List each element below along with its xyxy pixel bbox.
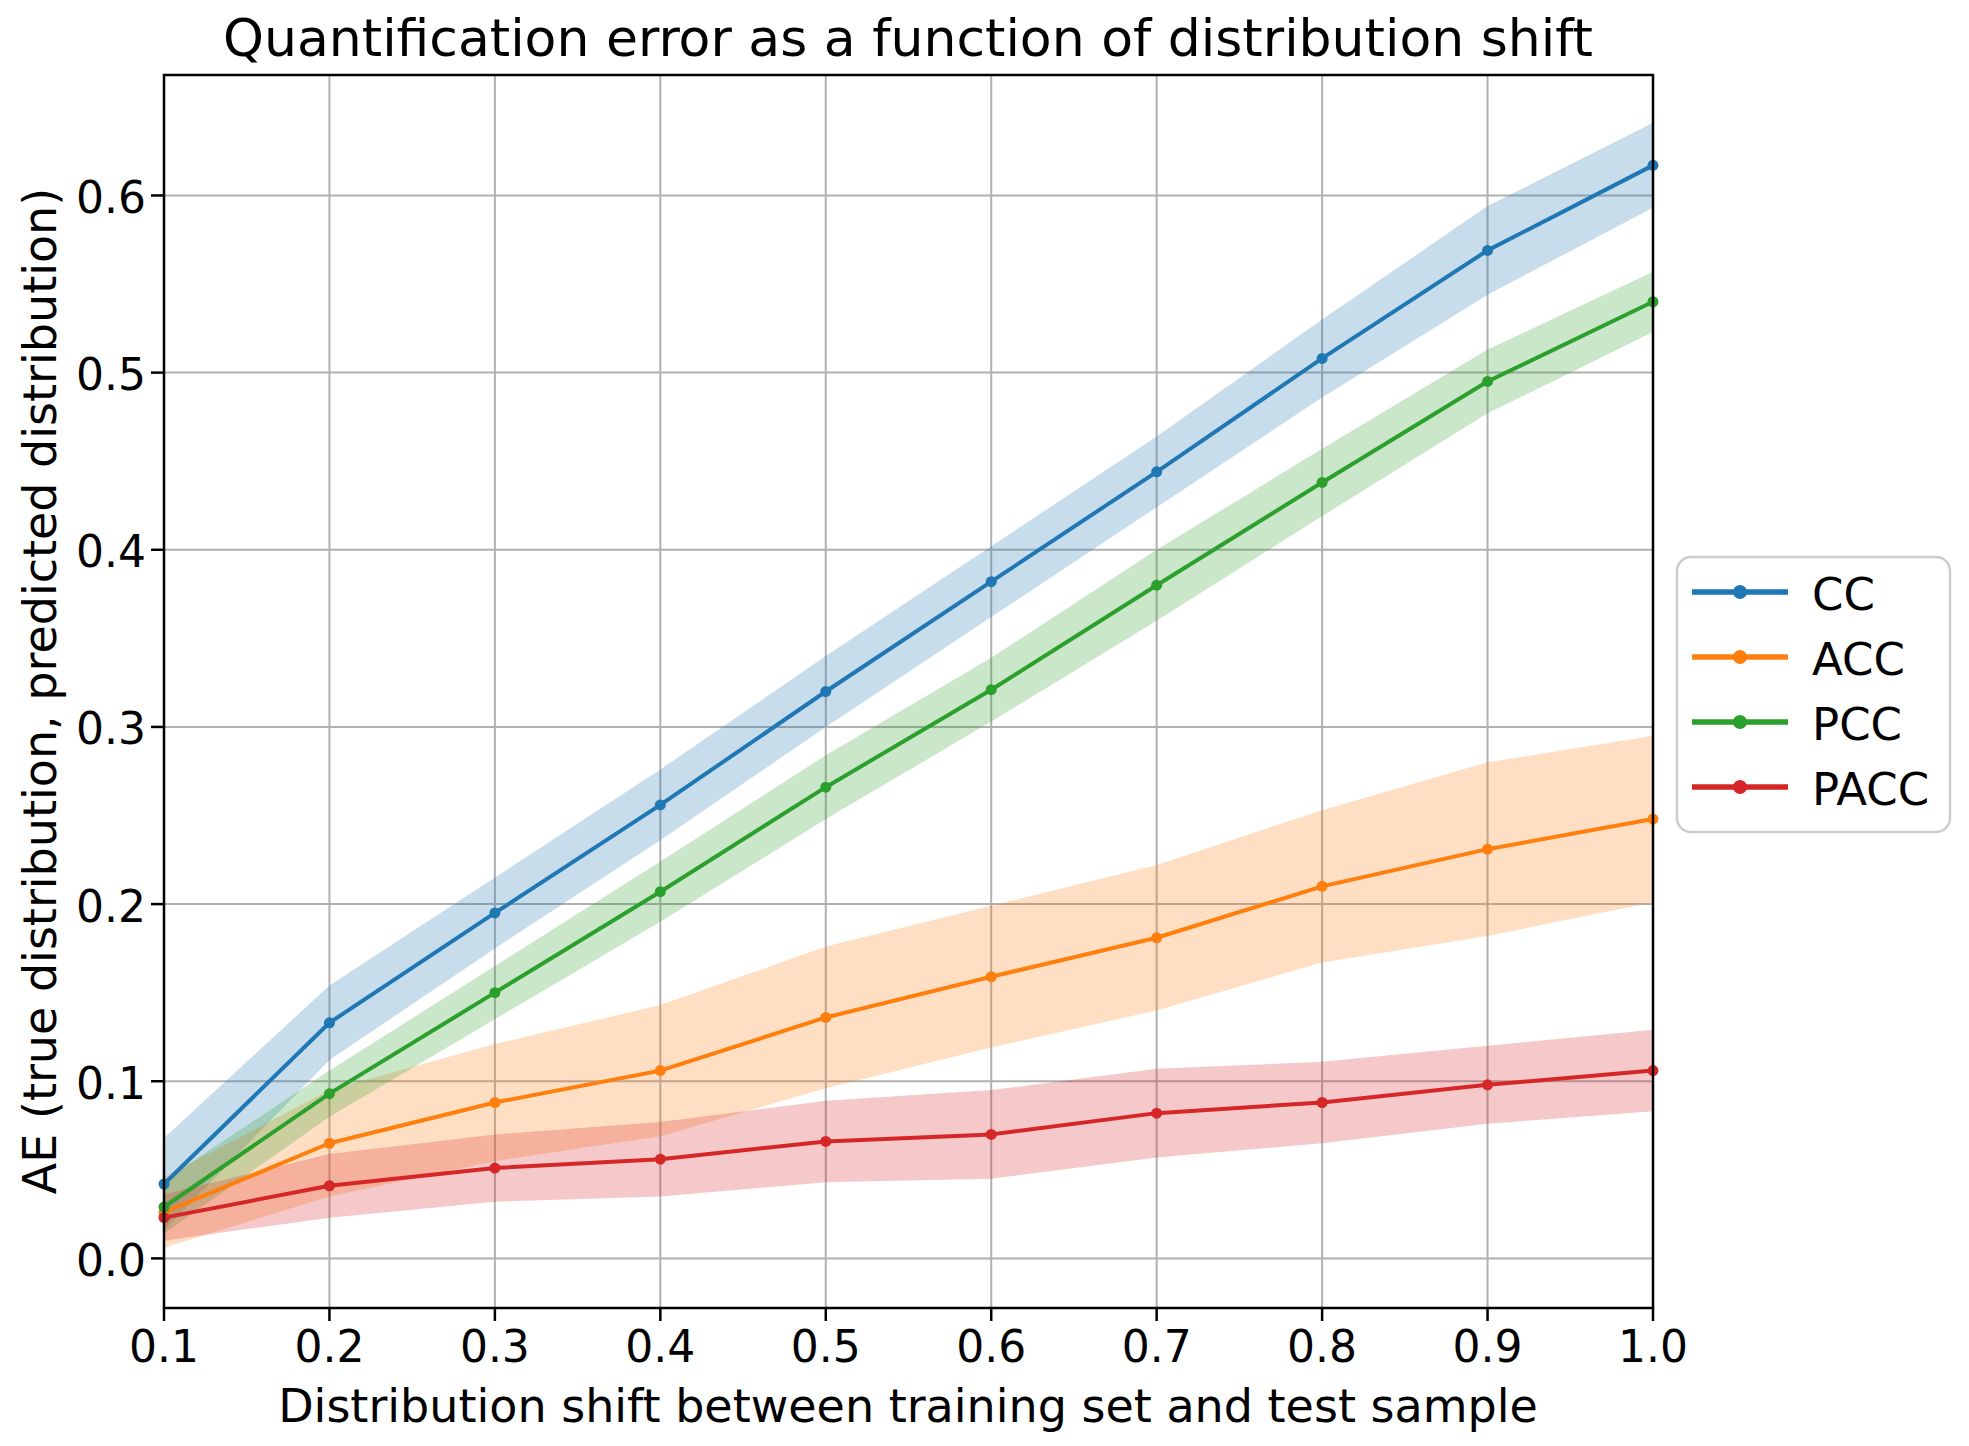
legend-label-CC: CC: [1812, 568, 1875, 621]
data-point-PCC-0.6: [986, 684, 997, 695]
data-point-CC-0.7: [1151, 466, 1162, 477]
legend-label-ACC: ACC: [1812, 633, 1905, 686]
data-point-CC-0.3: [489, 907, 500, 918]
data-point-CC-0.6: [986, 576, 997, 587]
x-axis-label: Distribution shift between training set …: [278, 1379, 1538, 1433]
data-point-CC-0.2: [324, 1017, 335, 1028]
data-point-PACC-0.3: [489, 1163, 500, 1174]
x-tick-label-0.6: 0.6: [956, 1321, 1026, 1372]
y-tick-label-0.1: 0.1: [76, 1058, 146, 1109]
y-tick-label-0.2: 0.2: [76, 881, 146, 932]
x-tick-label-0.4: 0.4: [625, 1321, 695, 1372]
data-point-PCC-0.5: [820, 782, 831, 793]
data-point-CC-0.9: [1482, 245, 1493, 256]
legend-marker-PCC: [1733, 715, 1747, 729]
data-point-PACC-0.4: [655, 1154, 666, 1165]
x-tick-label-0.3: 0.3: [460, 1321, 530, 1372]
data-point-PCC-0.9: [1482, 376, 1493, 387]
data-point-ACC-0.6: [986, 971, 997, 982]
data-point-PACC-0.6: [986, 1129, 997, 1140]
y-tick-label-0.3: 0.3: [76, 703, 146, 754]
data-point-PCC-0.8: [1317, 477, 1328, 488]
data-point-PACC-0.9: [1482, 1079, 1493, 1090]
figure: 0.1 0.2 0.3 0.4 0.5 0.6 0.7 0.8 0.9 1.0 0.0 0.1 0.2 0…: [0, 0, 1969, 1446]
data-point-ACC-0.3: [489, 1097, 500, 1108]
data-point-PCC-0.7: [1151, 580, 1162, 591]
legend: CC ACC PCC PACC: [1677, 557, 1950, 832]
y-tick-label-0.6: 0.6: [76, 172, 146, 223]
x-tick-label-0.1: 0.1: [129, 1321, 199, 1372]
data-point-PCC-0.4: [655, 886, 666, 897]
y-tick-label-0.4: 0.4: [76, 526, 146, 577]
data-point-CC-0.4: [655, 799, 666, 810]
data-point-ACC-0.8: [1317, 881, 1328, 892]
line-chart: 0.1 0.2 0.3 0.4 0.5 0.6 0.7 0.8 0.9 1.0 0.0 0.1 0.2 0…: [0, 0, 1969, 1446]
data-point-ACC-0.9: [1482, 844, 1493, 855]
x-tick-label-0.2: 0.2: [294, 1321, 364, 1372]
data-point-ACC-0.5: [820, 1012, 831, 1023]
x-tick-label-0.7: 0.7: [1122, 1321, 1192, 1372]
legend-label-PCC: PCC: [1812, 698, 1902, 751]
x-tick-label-1.0: 1.0: [1618, 1321, 1688, 1372]
plot-area: 0.1 0.2 0.3 0.4 0.5 0.6 0.7 0.8 0.9 1.0 0.0 0.1 0.2 0…: [76, 75, 1950, 1372]
x-tick-label-0.8: 0.8: [1287, 1321, 1357, 1372]
data-point-CC-0.5: [820, 686, 831, 697]
data-point-CC-0.8: [1317, 353, 1328, 364]
data-point-PACC-0.7: [1151, 1108, 1162, 1119]
legend-marker-ACC: [1733, 650, 1747, 664]
x-tick-label-0.9: 0.9: [1453, 1321, 1523, 1372]
confidence-bands: [164, 123, 1653, 1248]
data-point-ACC-0.2: [324, 1138, 335, 1149]
data-point-PACC-0.5: [820, 1136, 831, 1147]
y-tick-label-0.5: 0.5: [76, 349, 146, 400]
legend-label-PACC: PACC: [1812, 763, 1929, 816]
y-tick-label-0.0: 0.0: [76, 1235, 146, 1286]
data-point-ACC-0.7: [1151, 932, 1162, 943]
data-point-PACC-0.2: [324, 1180, 335, 1191]
data-point-PCC-0.2: [324, 1088, 335, 1099]
x-tick-label-0.5: 0.5: [791, 1321, 861, 1372]
data-point-PACC-0.8: [1317, 1097, 1328, 1108]
chart-title: Quantification error as a function of di…: [223, 8, 1593, 68]
legend-marker-CC: [1733, 585, 1747, 599]
y-axis-label: AE (true distribution, predicted distrib…: [13, 188, 67, 1194]
data-point-ACC-0.4: [655, 1065, 666, 1076]
data-point-PCC-0.3: [489, 987, 500, 998]
legend-marker-PACC: [1733, 780, 1747, 794]
